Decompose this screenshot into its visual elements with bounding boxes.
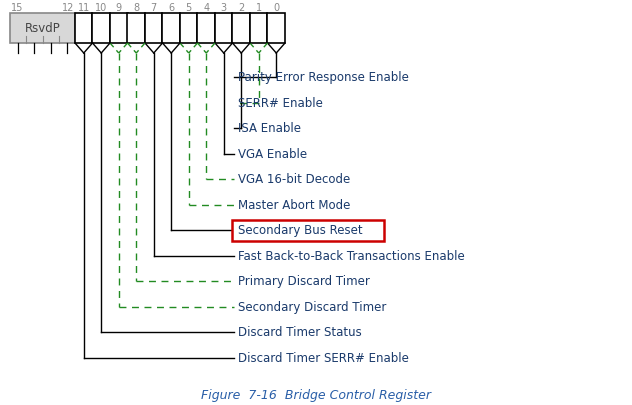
- Text: Discard Timer Status: Discard Timer Status: [238, 326, 362, 339]
- Bar: [250, 14, 267, 44]
- Bar: [10, 14, 75, 44]
- Text: 15: 15: [11, 3, 23, 13]
- Text: 2: 2: [238, 3, 245, 13]
- Text: Secondary Discard Timer: Secondary Discard Timer: [238, 300, 386, 313]
- Text: 8: 8: [133, 3, 139, 13]
- Text: SERR# Enable: SERR# Enable: [238, 97, 323, 110]
- Text: VGA 16-bit Decode: VGA 16-bit Decode: [238, 173, 350, 186]
- Bar: [145, 14, 162, 44]
- Text: Fast Back-to-Back Transactions Enable: Fast Back-to-Back Transactions Enable: [238, 249, 465, 262]
- Text: 3: 3: [221, 3, 227, 13]
- Bar: [233, 14, 250, 44]
- Text: 9: 9: [116, 3, 122, 13]
- Text: ISA Enable: ISA Enable: [238, 122, 301, 135]
- Text: Parity Error Response Enable: Parity Error Response Enable: [238, 71, 409, 84]
- Text: 12: 12: [62, 3, 74, 13]
- Text: Secondary Bus Reset: Secondary Bus Reset: [238, 224, 363, 237]
- Bar: [75, 14, 92, 44]
- Text: 1: 1: [256, 3, 262, 13]
- Bar: [162, 14, 180, 44]
- Bar: [232, 220, 384, 241]
- Bar: [180, 14, 197, 44]
- Bar: [215, 14, 233, 44]
- Text: VGA Enable: VGA Enable: [238, 148, 307, 161]
- Text: RsvdP: RsvdP: [25, 22, 61, 35]
- Bar: [110, 14, 128, 44]
- Bar: [128, 14, 145, 44]
- Text: 7: 7: [150, 3, 157, 13]
- Text: 11: 11: [78, 3, 90, 13]
- Bar: [197, 14, 215, 44]
- Text: 6: 6: [168, 3, 174, 13]
- Text: Discard Timer SERR# Enable: Discard Timer SERR# Enable: [238, 351, 409, 364]
- Bar: [92, 14, 110, 44]
- Text: Figure  7-16  Bridge Control Register: Figure 7-16 Bridge Control Register: [201, 388, 431, 401]
- Text: Master Abort Mode: Master Abort Mode: [238, 198, 350, 211]
- Text: 10: 10: [95, 3, 107, 13]
- Text: Primary Discard Timer: Primary Discard Timer: [238, 275, 370, 288]
- Text: 5: 5: [186, 3, 192, 13]
- Text: 0: 0: [273, 3, 279, 13]
- Bar: [267, 14, 285, 44]
- Text: 4: 4: [203, 3, 209, 13]
